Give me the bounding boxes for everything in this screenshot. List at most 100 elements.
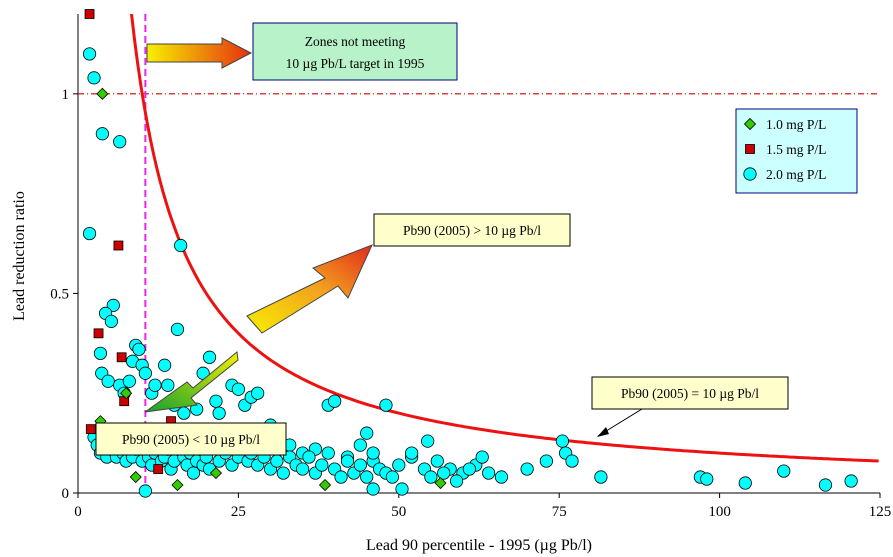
data-point: [190, 402, 204, 416]
data-point: [161, 378, 175, 392]
data-point: [555, 434, 570, 448]
below-annotation: Pb90 (2005) < 10 µg Pb/l: [95, 422, 287, 456]
data-point: [85, 424, 96, 435]
data-point: [138, 484, 152, 498]
data-point: [738, 476, 752, 490]
data-point: [494, 470, 509, 484]
data-point: [353, 438, 367, 452]
curve-annotation: Pb90 (2005) = 10 µg Pb/l: [591, 376, 789, 437]
curve-annotation-text: Pb90 (2005) = 10 µg Pb/l: [621, 386, 759, 401]
data-point: [366, 446, 380, 460]
zones-annotation-line-2: 10 µg Pb/L target in 1995: [286, 56, 425, 71]
target-curve: [130, 14, 879, 463]
data-point: [106, 298, 120, 312]
above-arrow: [246, 244, 373, 334]
x-tick-label: 25: [231, 504, 246, 520]
data-point: [148, 378, 162, 392]
legend: 1.0 mg P/L 1.5 mg P/L 2.0 mg P/L: [735, 108, 858, 194]
x-tick-label: 100: [708, 504, 731, 520]
data-point: [170, 322, 185, 336]
data-point: [777, 464, 791, 478]
data-point: [153, 464, 164, 474]
data-point: [430, 454, 444, 468]
data-point: [360, 426, 374, 440]
axes: [77, 14, 880, 494]
data-point: [437, 466, 451, 480]
above-annotation-text: Pb90 (2005) > 10 µg Pb/l: [403, 223, 541, 238]
data-point: [122, 374, 136, 388]
data-point: [104, 314, 118, 328]
data-point: [424, 470, 438, 484]
data-point: [565, 454, 579, 468]
zones-annotation: Zones not meeting 10 µg Pb/L target in 1…: [252, 22, 458, 81]
data-point: [101, 374, 115, 388]
x-tick-label: 50: [391, 504, 406, 520]
data-point: [353, 458, 367, 472]
data-point: [594, 470, 608, 484]
data-point: [520, 462, 534, 476]
data-point: [385, 470, 399, 484]
above-annotation: Pb90 (2005) > 10 µg Pb/l: [373, 213, 571, 247]
data-point: [270, 454, 284, 468]
data-point: [475, 450, 489, 464]
data-point: [328, 394, 342, 408]
data-point: [366, 482, 380, 496]
data-point: [177, 406, 191, 420]
data-point: [87, 71, 101, 85]
zones-arrow: [146, 37, 253, 69]
data-point: [295, 462, 310, 476]
data-point: [231, 382, 245, 396]
below-arrow: [144, 351, 239, 413]
data-point: [113, 240, 124, 251]
data-point: [318, 478, 332, 492]
data-point: [93, 328, 104, 339]
x-ticks: 0 25 50 75 100 125: [74, 493, 891, 520]
y-tick-label: 0.5: [50, 286, 69, 302]
data-point: [186, 466, 201, 480]
data-point: [539, 454, 553, 468]
legend-box: [735, 108, 858, 194]
data-point: [321, 446, 335, 460]
data-point: [251, 386, 265, 400]
data-point: [129, 470, 142, 484]
data-point: [96, 87, 109, 100]
data-point: [174, 238, 188, 253]
data-point: [202, 350, 217, 364]
data-point: [340, 454, 355, 468]
legend-marker: [745, 144, 755, 154]
data-point: [379, 398, 393, 412]
data-point: [209, 394, 223, 408]
data-point: [116, 352, 127, 363]
data-point: [138, 366, 152, 380]
y-tick-label: 1: [62, 87, 70, 103]
data-point: [700, 472, 714, 486]
data-point: [212, 406, 226, 420]
data-point: [434, 476, 447, 490]
x-tick-label: 75: [552, 504, 567, 520]
curve-annotation-arrowhead: [597, 427, 609, 437]
data-point: [209, 466, 223, 480]
data-point: [818, 478, 833, 492]
data-point: [395, 482, 409, 496]
legend-marker: [743, 167, 757, 181]
data-point: [132, 342, 146, 356]
x-axis-title: Lead 90 percentile - 1995 (µg Pb/l): [366, 537, 592, 554]
legend-label: 1.0 mg P/L: [766, 117, 826, 132]
data-point: [276, 466, 290, 480]
y-tick-label: 0: [62, 486, 70, 502]
data-point: [482, 466, 496, 480]
y-axis-title: Lead reduction ratio: [11, 191, 28, 321]
legend-label: 2.0 mg P/L: [766, 167, 826, 182]
legend-label: 1.5 mg P/L: [766, 142, 826, 157]
data-point: [302, 450, 316, 464]
data-point: [405, 446, 419, 460]
x-tick-label: 125: [869, 504, 892, 520]
data-point: [449, 474, 464, 488]
data-point: [421, 434, 435, 448]
legend-marker: [743, 117, 757, 131]
data-point: [82, 47, 97, 61]
data-point: [171, 478, 184, 492]
below-annotation-text: Pb90 (2005) < 10 µg Pb/l: [122, 432, 260, 447]
data-point: [84, 9, 95, 19]
